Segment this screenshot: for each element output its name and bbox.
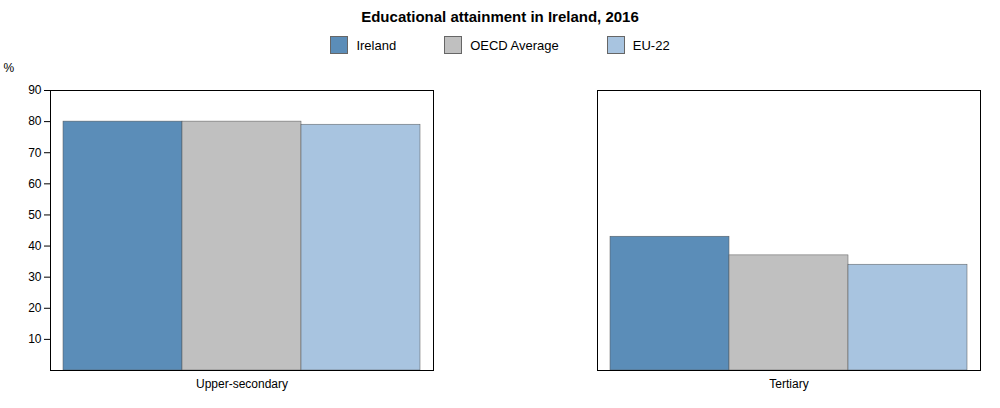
svg-text:20: 20 xyxy=(28,301,42,315)
html-text:Ireland: Ireland xyxy=(356,37,397,53)
svg-text:90: 90 xyxy=(28,83,42,97)
html-text:OECD Average: OECD Average xyxy=(470,37,559,53)
svg-text:70: 70 xyxy=(28,146,42,160)
svg-text:80: 80 xyxy=(28,114,42,128)
svg-text:40: 40 xyxy=(28,239,42,253)
svg-text:60: 60 xyxy=(28,177,42,191)
html-text:Educational attainment in Irel: Educational attainment in Ireland, 2016 xyxy=(361,8,639,25)
html-text:EU-22: EU-22 xyxy=(632,37,670,53)
svg-text:Tertiary: Tertiary xyxy=(769,377,808,391)
svg-text:30: 30 xyxy=(28,270,42,284)
svg-text:Upper-secondary: Upper-secondary xyxy=(196,377,288,391)
svg-text:10: 10 xyxy=(28,332,42,346)
svg-text:%: % xyxy=(4,61,15,75)
svg-text:50: 50 xyxy=(28,208,42,222)
